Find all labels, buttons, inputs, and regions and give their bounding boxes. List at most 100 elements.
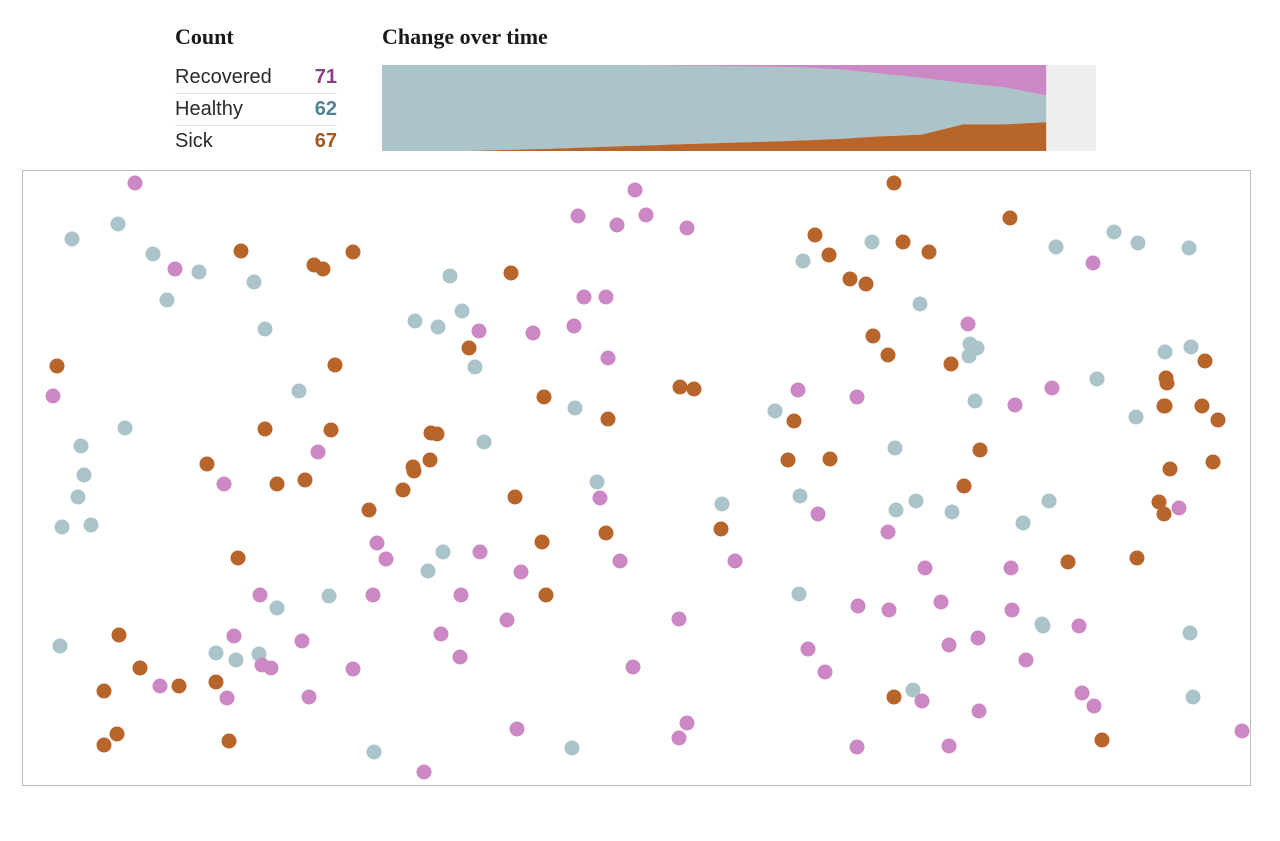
sick-dot <box>315 261 331 277</box>
recovered-dot <box>1018 652 1034 668</box>
sick-dot <box>327 357 343 373</box>
recovered-dot <box>472 544 488 560</box>
sick-dot <box>780 452 796 468</box>
sick-dot <box>886 689 902 705</box>
count-row-recovered: Recovered 71 <box>175 62 337 94</box>
recovered-dot <box>941 738 957 754</box>
recovered-dot <box>310 444 326 460</box>
healthy-dot <box>905 682 921 698</box>
recovered-dot <box>638 207 654 223</box>
healthy-dot <box>962 336 978 352</box>
recovered-dot <box>219 690 235 706</box>
recovered-dot <box>576 289 592 305</box>
sick-dot <box>345 244 361 260</box>
recovered-dot <box>598 289 614 305</box>
sick-label: Sick <box>175 130 213 152</box>
recovered-dot <box>881 602 897 618</box>
recovered-dot <box>1171 500 1187 516</box>
recovered-dot <box>849 739 865 755</box>
recovered-dot <box>45 388 61 404</box>
healthy-dot <box>791 586 807 602</box>
recovered-dot <box>914 693 930 709</box>
healthy-dot <box>967 393 983 409</box>
recovered-dot <box>252 587 268 603</box>
sick-dot <box>956 478 972 494</box>
recovered-area <box>382 65 1047 96</box>
sick-dot <box>406 463 422 479</box>
healthy-dot <box>564 740 580 756</box>
recovered-dot <box>600 350 616 366</box>
recovered-dot <box>216 476 232 492</box>
sick-dot <box>503 265 519 281</box>
sick-dot <box>269 476 285 492</box>
sick-dot <box>1156 506 1172 522</box>
sick-dot <box>598 525 614 541</box>
sick-dot <box>842 271 858 287</box>
recovered-dot <box>810 506 826 522</box>
healthy-dot <box>70 489 86 505</box>
sick-dot <box>1151 494 1167 510</box>
count-row-healthy: Healthy 62 <box>175 94 337 126</box>
recovered-dot <box>1085 255 1101 271</box>
healthy-dot <box>767 403 783 419</box>
recovered-dot <box>509 721 525 737</box>
healthy-dot <box>145 246 161 262</box>
recovered-dot <box>971 703 987 719</box>
sick-dot <box>972 442 988 458</box>
healthy-dot <box>1183 339 1199 355</box>
sick-dot <box>713 521 729 537</box>
sick-dot <box>600 411 616 427</box>
sick-dot <box>208 674 224 690</box>
healthy-dot <box>110 216 126 232</box>
healthy-dot <box>567 400 583 416</box>
healthy-dot <box>888 502 904 518</box>
sick-dot <box>1159 375 1175 391</box>
healthy-dot <box>442 268 458 284</box>
recovered-dot <box>378 551 394 567</box>
healthy-dot <box>1181 240 1197 256</box>
sick-dot <box>821 247 837 263</box>
healthy-dot <box>1048 239 1064 255</box>
healthy-dot <box>430 319 446 335</box>
healthy-dot <box>54 519 70 535</box>
recovered-dot <box>679 220 695 236</box>
sick-dot <box>297 472 313 488</box>
sick-dot <box>96 683 112 699</box>
healthy-dot <box>246 274 262 290</box>
sick-dot <box>507 489 523 505</box>
recovered-dot <box>1003 560 1019 576</box>
recovered-dot <box>294 633 310 649</box>
sick-dot <box>534 534 550 550</box>
recovered-dot <box>513 564 529 580</box>
healthy-dot <box>912 296 928 312</box>
sick-dot <box>822 451 838 467</box>
recovered-dot <box>345 661 361 677</box>
healthy-dot <box>1041 493 1057 509</box>
recovered-dot <box>671 730 687 746</box>
recovered-dot <box>127 175 143 191</box>
sick-dot <box>1156 398 1172 414</box>
healthy-dot <box>944 504 960 520</box>
recovered-dot <box>933 594 949 610</box>
healthy-dot <box>321 588 337 604</box>
sick-dot <box>109 726 125 742</box>
change-over-time-chart <box>382 65 1096 151</box>
recovered-dot <box>1044 380 1060 396</box>
sick-dot <box>880 347 896 363</box>
healthy-dot <box>454 303 470 319</box>
change-over-time-panel: Change over time <box>382 22 1096 151</box>
recovered-dot <box>369 535 385 551</box>
sick-dot <box>536 389 552 405</box>
recovered-count: 71 <box>314 66 337 88</box>
healthy-dot <box>908 493 924 509</box>
healthy-label: Healthy <box>175 98 243 120</box>
healthy-dot <box>291 383 307 399</box>
recovered-dot <box>1086 698 1102 714</box>
sick-dot <box>538 587 554 603</box>
healthy-dot <box>467 359 483 375</box>
recovered-dot <box>960 316 976 332</box>
sick-dot <box>429 426 445 442</box>
sick-dot <box>233 243 249 259</box>
recovered-dot <box>627 182 643 198</box>
recovered-dot <box>152 678 168 694</box>
